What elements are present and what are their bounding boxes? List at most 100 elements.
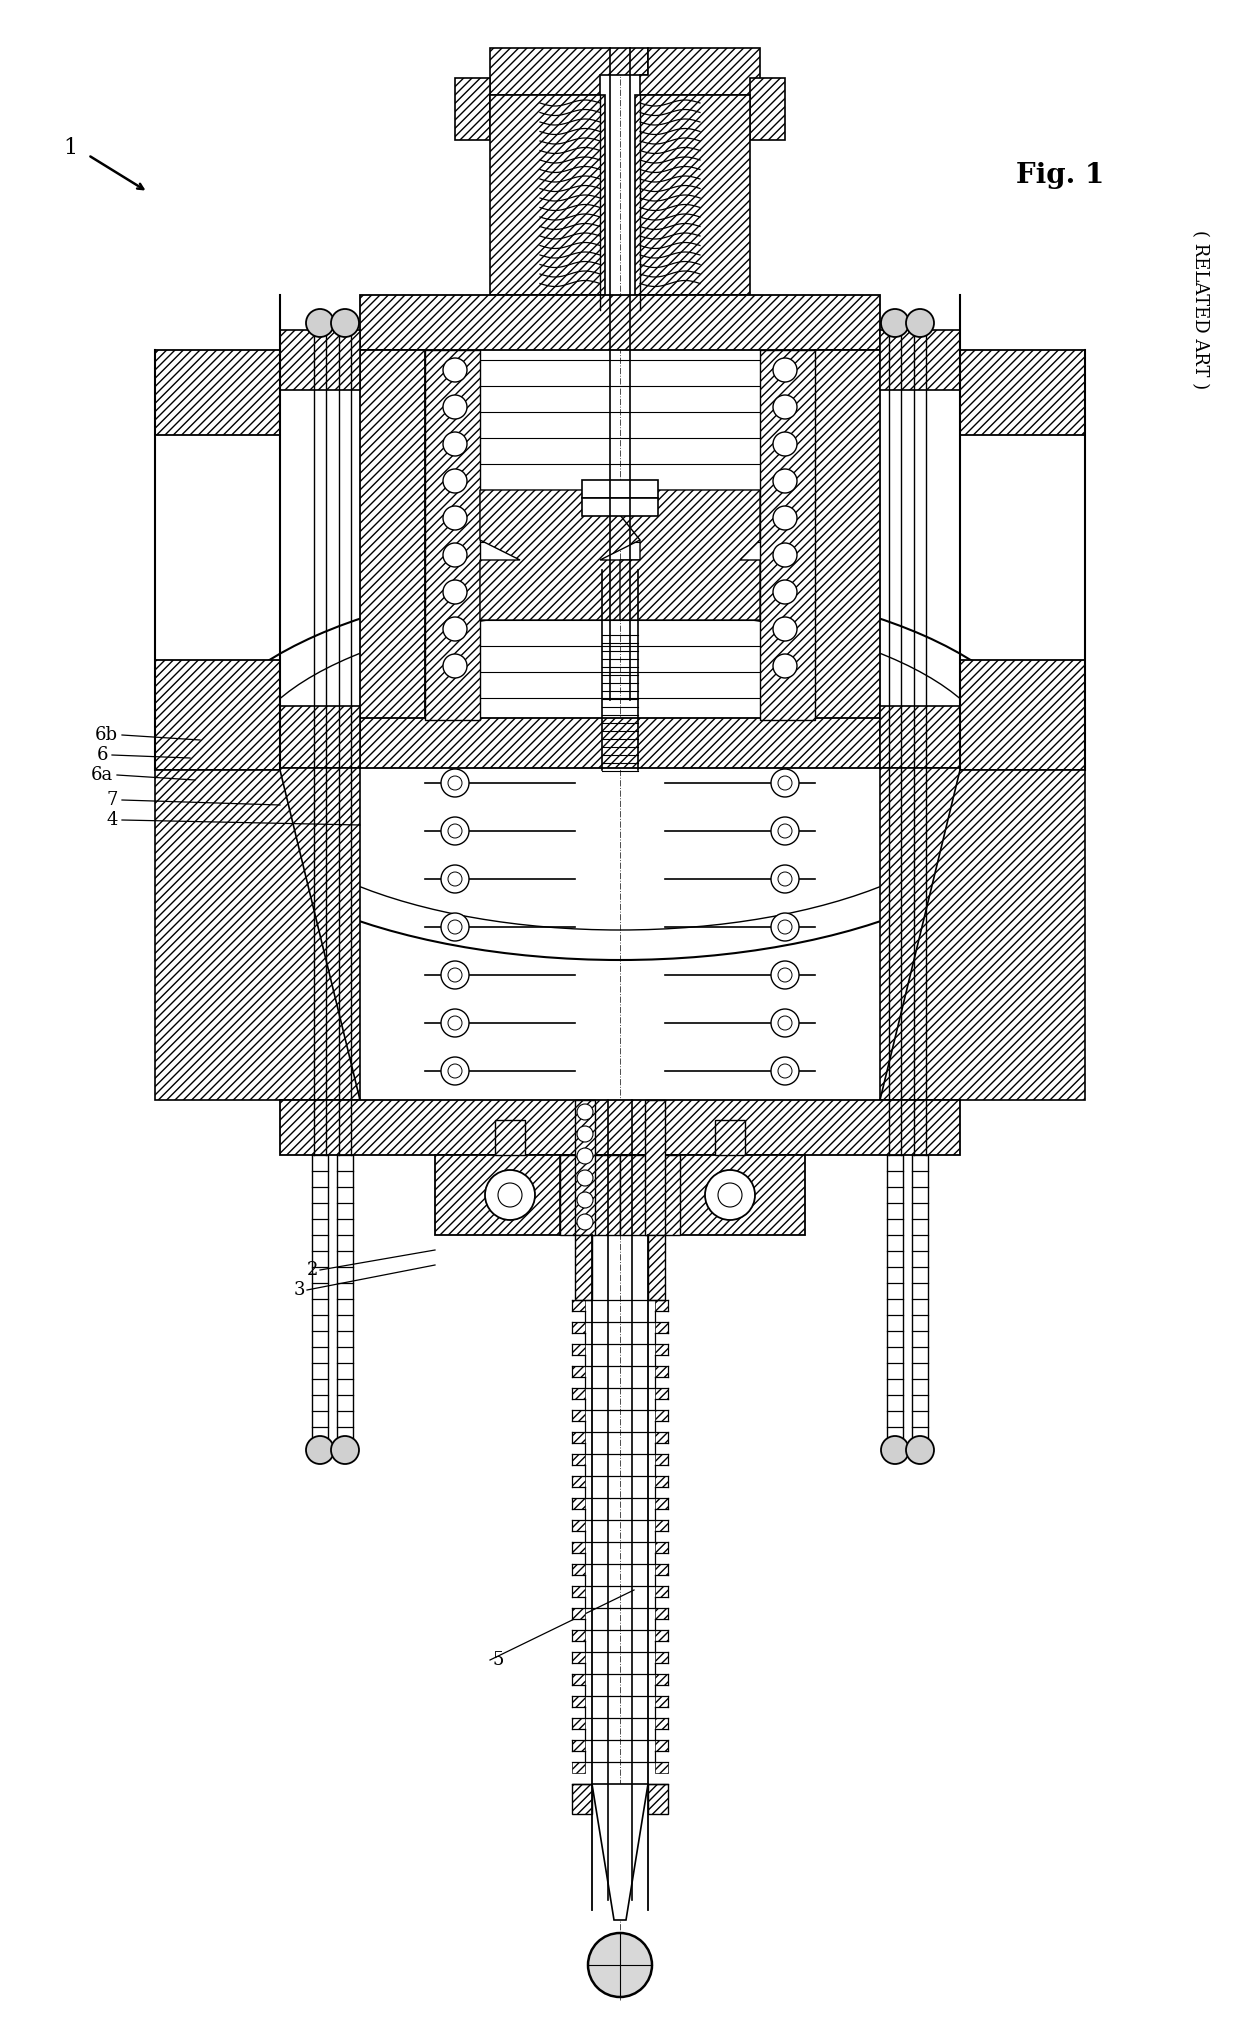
Text: 2: 2 — [306, 1260, 317, 1279]
Polygon shape — [575, 1101, 595, 1234]
Bar — [455, 79, 490, 140]
Circle shape — [773, 433, 797, 455]
Polygon shape — [280, 769, 360, 1101]
Bar — [490, 95, 605, 295]
Polygon shape — [572, 1740, 585, 1752]
Bar — [582, 479, 658, 498]
Polygon shape — [655, 1542, 668, 1554]
Polygon shape — [572, 1519, 585, 1531]
Circle shape — [577, 1169, 593, 1185]
Text: ( RELATED ART ): ( RELATED ART ) — [1190, 231, 1209, 390]
Bar — [155, 659, 280, 771]
Polygon shape — [645, 1101, 665, 1234]
Circle shape — [588, 1934, 652, 1997]
Text: 6: 6 — [97, 746, 108, 765]
Polygon shape — [655, 1631, 668, 1641]
Circle shape — [577, 1192, 593, 1208]
Polygon shape — [572, 1564, 585, 1576]
Circle shape — [773, 542, 797, 566]
Circle shape — [771, 1056, 799, 1084]
Circle shape — [448, 1016, 463, 1030]
Circle shape — [773, 394, 797, 419]
Polygon shape — [655, 1673, 668, 1685]
Circle shape — [880, 310, 909, 338]
Circle shape — [577, 1105, 593, 1121]
Bar — [560, 1155, 620, 1234]
Bar — [582, 498, 658, 516]
Circle shape — [777, 920, 792, 935]
Polygon shape — [655, 1432, 668, 1442]
Bar — [360, 295, 880, 350]
Circle shape — [443, 433, 467, 455]
Polygon shape — [572, 1432, 585, 1442]
Polygon shape — [572, 1410, 585, 1420]
Polygon shape — [572, 1388, 585, 1400]
Circle shape — [773, 469, 797, 494]
Text: 6b: 6b — [95, 726, 118, 744]
Polygon shape — [572, 1653, 585, 1663]
Circle shape — [771, 866, 799, 892]
Polygon shape — [572, 1718, 585, 1730]
Circle shape — [906, 1436, 934, 1465]
Polygon shape — [655, 1366, 668, 1378]
Bar — [715, 1121, 745, 1155]
Bar — [435, 1155, 805, 1234]
Circle shape — [448, 1064, 463, 1078]
Circle shape — [777, 823, 792, 838]
Text: 6a: 6a — [91, 767, 113, 785]
Circle shape — [718, 1183, 742, 1208]
Polygon shape — [600, 490, 760, 619]
Circle shape — [443, 617, 467, 641]
Polygon shape — [655, 1497, 668, 1509]
Circle shape — [577, 1147, 593, 1163]
Circle shape — [443, 358, 467, 382]
Polygon shape — [572, 1455, 585, 1465]
Bar — [620, 1155, 680, 1234]
Circle shape — [443, 542, 467, 566]
Polygon shape — [572, 1673, 585, 1685]
Polygon shape — [655, 1740, 668, 1752]
Bar — [635, 95, 750, 295]
Circle shape — [773, 653, 797, 678]
Bar — [815, 350, 880, 720]
Circle shape — [306, 1436, 334, 1465]
Polygon shape — [155, 771, 360, 1101]
Bar — [880, 330, 960, 390]
Polygon shape — [649, 1234, 665, 1301]
Circle shape — [771, 912, 799, 941]
Bar — [960, 350, 1085, 435]
Polygon shape — [655, 1653, 668, 1663]
Text: Fig. 1: Fig. 1 — [1016, 162, 1104, 188]
Polygon shape — [572, 1477, 585, 1487]
Bar — [760, 350, 815, 720]
Polygon shape — [655, 1695, 668, 1707]
Circle shape — [441, 817, 469, 846]
Circle shape — [773, 581, 797, 605]
Polygon shape — [572, 1608, 585, 1618]
Circle shape — [448, 920, 463, 935]
Bar — [960, 659, 1085, 771]
Circle shape — [498, 1183, 522, 1208]
Polygon shape — [575, 1234, 591, 1301]
Polygon shape — [655, 1388, 668, 1400]
Bar — [560, 1155, 680, 1234]
Polygon shape — [880, 771, 1085, 1101]
Circle shape — [771, 769, 799, 797]
Circle shape — [441, 1056, 469, 1084]
Bar — [360, 350, 425, 720]
Circle shape — [771, 1009, 799, 1038]
Polygon shape — [572, 1321, 585, 1333]
Polygon shape — [655, 1586, 668, 1596]
Polygon shape — [655, 1455, 668, 1465]
Circle shape — [443, 581, 467, 605]
Circle shape — [777, 1064, 792, 1078]
Polygon shape — [480, 490, 640, 619]
Ellipse shape — [190, 581, 1050, 961]
Polygon shape — [655, 1321, 668, 1333]
Text: 4: 4 — [107, 811, 118, 829]
Polygon shape — [655, 1564, 668, 1576]
Polygon shape — [655, 1519, 668, 1531]
Bar — [360, 718, 880, 769]
Polygon shape — [591, 1784, 649, 1920]
Circle shape — [448, 872, 463, 886]
